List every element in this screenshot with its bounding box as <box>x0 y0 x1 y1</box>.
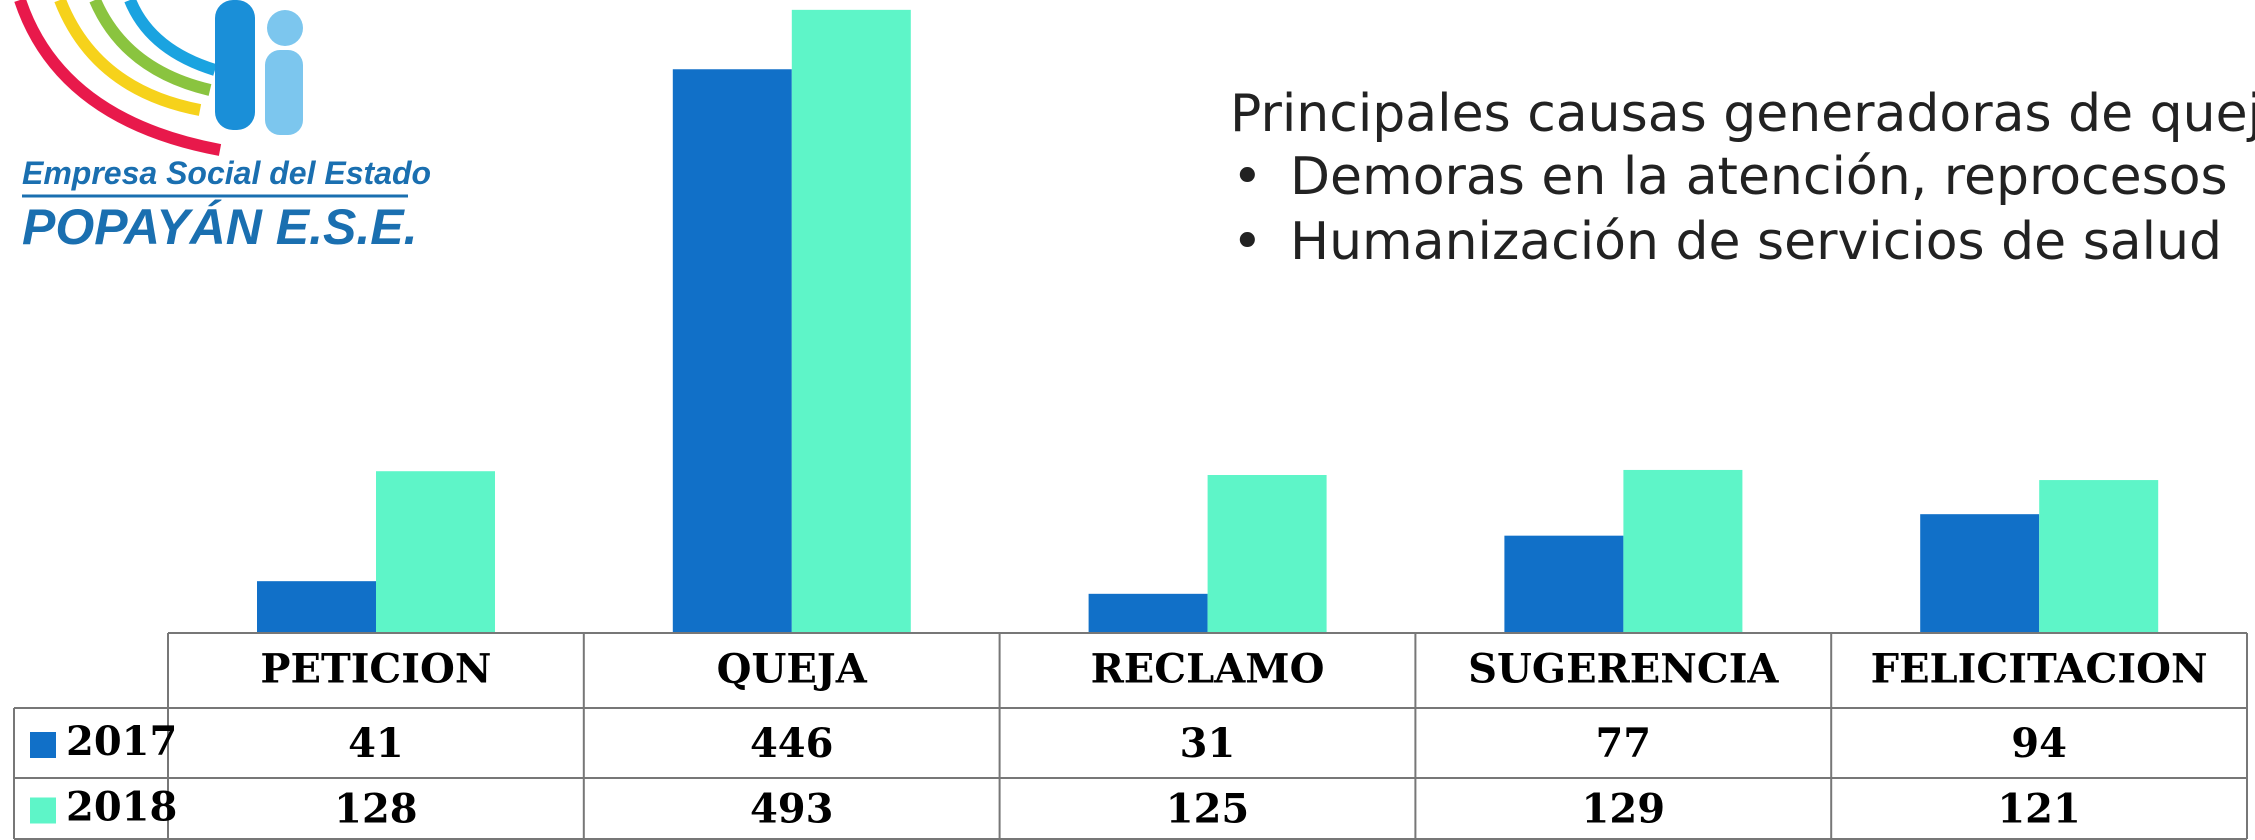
legend-label: 2017 <box>66 718 177 765</box>
category-label: SUGERENCIA <box>1468 646 1779 693</box>
logo-text: Empresa Social del Estado <box>22 155 431 191</box>
value-cell: 41 <box>348 720 404 767</box>
logo-figure <box>265 50 303 135</box>
logo-text: POPAYÁN E.S.E. <box>22 199 417 255</box>
annotation-bullet: Humanización de servicios de salud <box>1290 212 2222 272</box>
bullet: • <box>1232 212 1263 272</box>
value-cell: 121 <box>1997 786 2081 833</box>
value-cell: 493 <box>750 786 834 833</box>
bar <box>791 9 911 633</box>
legend-swatch <box>30 797 56 824</box>
category-label: FELICITACION <box>1871 646 2208 693</box>
bar <box>1088 593 1208 633</box>
bar <box>1504 535 1624 633</box>
logo-arc <box>54 0 202 116</box>
logo-figure <box>267 10 303 46</box>
bar <box>257 581 376 633</box>
category-label: QUEJA <box>717 646 868 693</box>
value-cell: 31 <box>1180 720 1236 767</box>
bullet: • <box>1232 147 1263 207</box>
category-label: RECLAMO <box>1091 646 1325 693</box>
logo-figure <box>215 0 255 130</box>
bar <box>1920 514 2040 633</box>
category-label: PETICION <box>260 646 491 693</box>
value-cell: 125 <box>1166 786 1250 833</box>
value-cell: 446 <box>750 720 834 767</box>
bar <box>2039 480 2159 633</box>
annotation-title: Principales causas generadoras de quej <box>1230 84 2255 144</box>
value-cell: 128 <box>334 786 418 833</box>
logo-arc <box>14 0 222 156</box>
legend-swatch <box>30 732 56 758</box>
logo-arc <box>124 0 217 76</box>
value-cell: 77 <box>1595 720 1651 767</box>
value-cell: 94 <box>2011 720 2067 767</box>
bar <box>672 69 792 634</box>
value-cell: 129 <box>1582 786 1666 833</box>
bar <box>1207 475 1327 633</box>
legend-label: 2018 <box>66 784 177 831</box>
annotation-bullet: Demoras en la atención, reprocesos <box>1290 147 2228 207</box>
logo: Empresa Social del Estado POPAYÁN E.S.E. <box>14 0 431 255</box>
bar <box>1623 469 1743 633</box>
logo-arc <box>89 0 212 96</box>
bar <box>376 471 495 633</box>
